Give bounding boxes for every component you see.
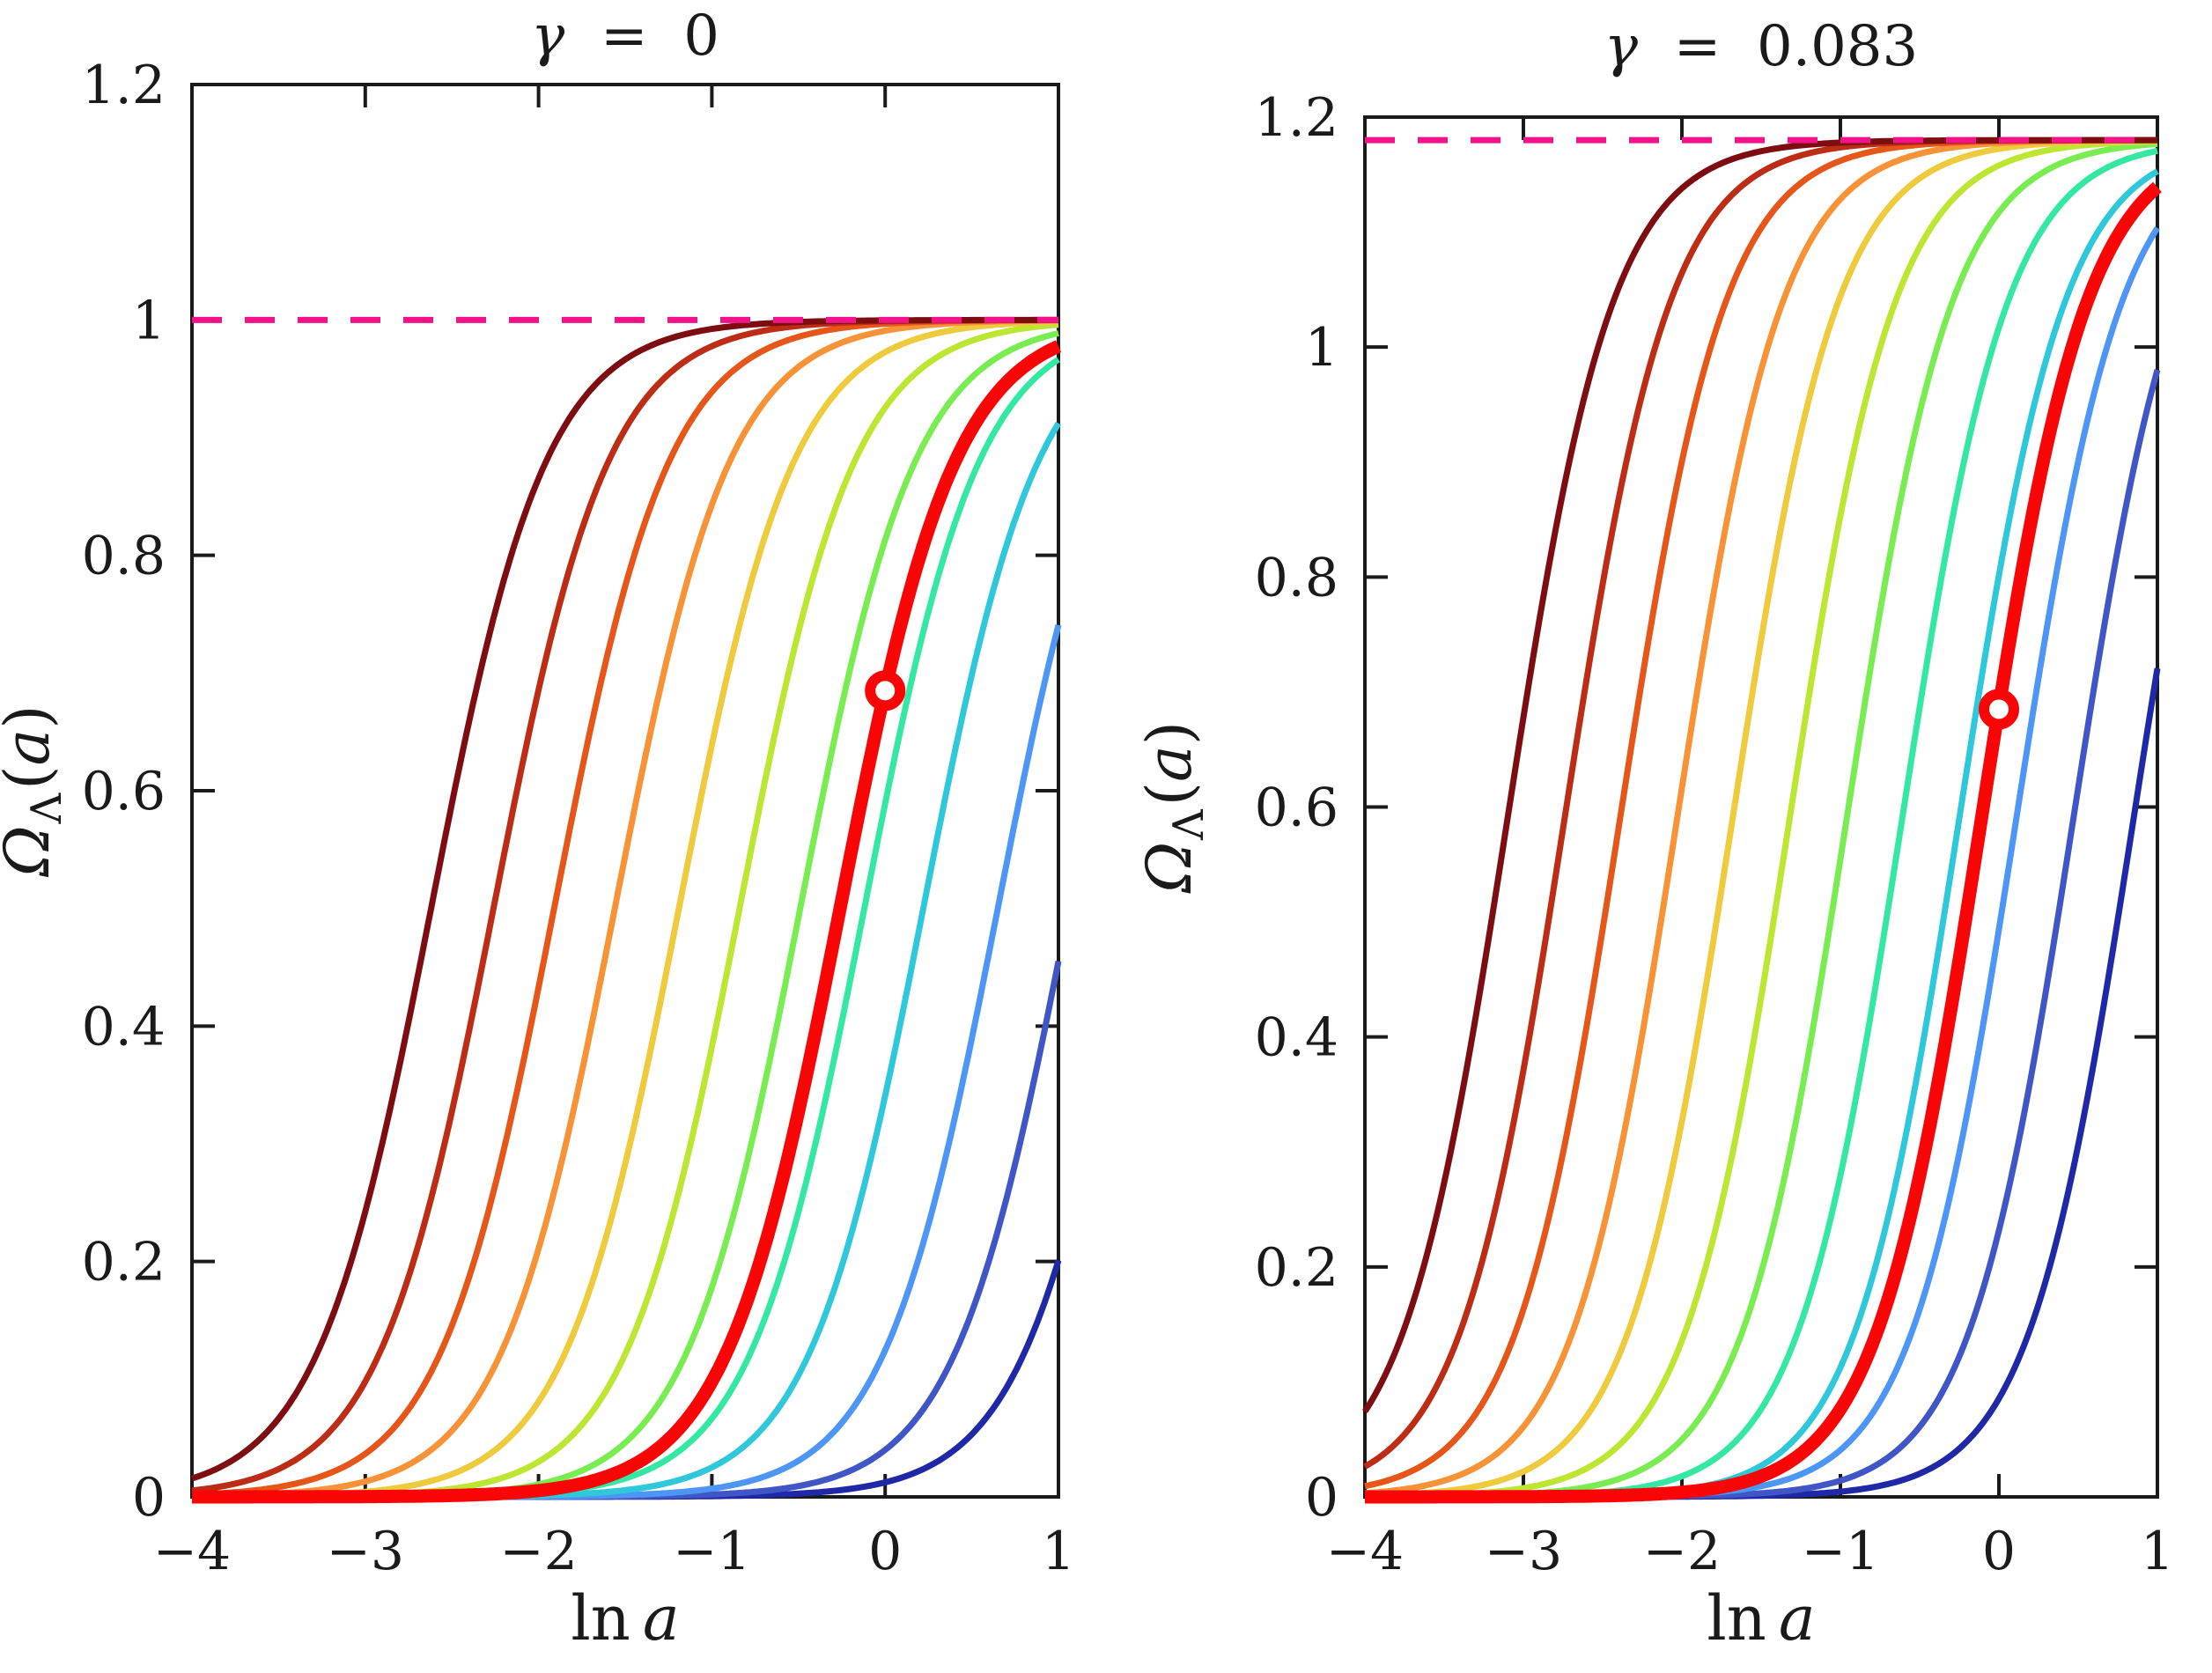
present-day-marker <box>1979 689 2019 730</box>
curve-orange-red <box>1364 136 2157 1490</box>
curve-dark-red <box>1362 136 2157 1413</box>
curve-light-green <box>192 330 1059 1500</box>
plot-box <box>190 83 1060 1499</box>
panel-title: γ = 0 <box>531 4 719 69</box>
x-axis-label-ln: ln <box>571 1582 630 1655</box>
curve-brick-red <box>191 316 1058 1494</box>
x-axis-label-a: a <box>643 1582 680 1655</box>
x-axis-label: ln a <box>1707 1582 1815 1655</box>
y-tick-label: 0.6 <box>1255 778 1338 839</box>
curve-gold <box>192 318 1059 1500</box>
y-axis-label: ΩΛ(a) <box>0 704 71 877</box>
x-axis-label: ln a <box>571 1582 679 1655</box>
y-tick-label: 0.6 <box>82 761 166 822</box>
y-tick-label: 1.2 <box>82 55 166 116</box>
curve-orange <box>1364 136 2157 1497</box>
y-tick-label: 1 <box>1305 317 1338 379</box>
y-tick-label: 1.2 <box>1255 87 1338 149</box>
y-tick-label: 0 <box>132 1467 166 1529</box>
present-day-marker <box>865 670 906 711</box>
y-label-lambda-subscript: Λ <box>22 792 71 824</box>
y-tick-label: 0.2 <box>1255 1237 1338 1299</box>
x-tick-label: −3 <box>1485 1521 1562 1582</box>
curve-navy <box>192 1259 1062 1500</box>
curve-light-green <box>1365 140 2158 1500</box>
y-label-open-paren: ( <box>0 766 63 790</box>
y-label-close-paren: ) <box>1133 721 1206 745</box>
title-value: = 0.083 <box>1638 14 1918 79</box>
curve-orange <box>192 317 1058 1500</box>
y-tick-label: 0.4 <box>82 996 166 1058</box>
x-tick-label: −3 <box>327 1521 404 1582</box>
y-tick-label: 0 <box>1305 1467 1338 1529</box>
y-label-a: a <box>1133 745 1206 782</box>
x-tick-label: 1 <box>2141 1521 2174 1582</box>
x-tick-label: −2 <box>1643 1521 1721 1582</box>
panel-title: γ = 0.083 <box>1604 14 1918 79</box>
y-label-a: a <box>0 729 63 766</box>
x-tick-label: 0 <box>868 1521 902 1582</box>
curve-royal-blue <box>1365 369 2161 1500</box>
x-tick-label: 1 <box>1042 1521 1075 1582</box>
y-label-omega: Ω <box>1133 842 1206 894</box>
title-gamma-symbol: γ <box>531 4 565 69</box>
x-tick-label: −4 <box>153 1521 231 1582</box>
x-tick-label: −1 <box>673 1521 750 1582</box>
curve-fiducial-red <box>188 340 1062 1504</box>
y-tick-label: 1 <box>132 290 166 351</box>
curve-chartreuse <box>192 321 1059 1500</box>
x-axis-label-a: a <box>1779 1582 1816 1655</box>
curve-gold <box>1364 137 2157 1499</box>
curve-chartreuse <box>1365 138 2158 1500</box>
curve-orange-red <box>191 317 1059 1498</box>
x-tick-label: 0 <box>1982 1521 2016 1582</box>
y-label-close-paren: ) <box>0 704 63 728</box>
plot-box <box>1363 115 2159 1499</box>
y-tick-label: 0.8 <box>1255 547 1338 608</box>
x-tick-label: −1 <box>1802 1521 1879 1582</box>
y-label-open-paren: ( <box>1133 782 1206 806</box>
y-axis-label: ΩΛ(a) <box>1133 721 1213 894</box>
title-value: = 0 <box>564 4 719 69</box>
y-label-lambda-subscript: Λ <box>1164 808 1213 841</box>
x-tick-label: −4 <box>1326 1521 1404 1582</box>
curve-dark-red <box>190 316 1058 1482</box>
curve-fiducial-red <box>1361 181 2162 1504</box>
y-label-omega: Ω <box>0 825 63 877</box>
y-tick-label: 0.8 <box>82 526 166 587</box>
x-axis-label-ln: ln <box>1707 1582 1766 1655</box>
y-tick-label: 0.2 <box>82 1232 166 1293</box>
x-tick-label: −2 <box>499 1521 577 1582</box>
curve-dodger-blue <box>192 623 1062 1500</box>
y-tick-label: 0.4 <box>1255 1007 1338 1069</box>
title-gamma-symbol: γ <box>1604 14 1639 79</box>
curve-navy <box>1365 667 2161 1500</box>
